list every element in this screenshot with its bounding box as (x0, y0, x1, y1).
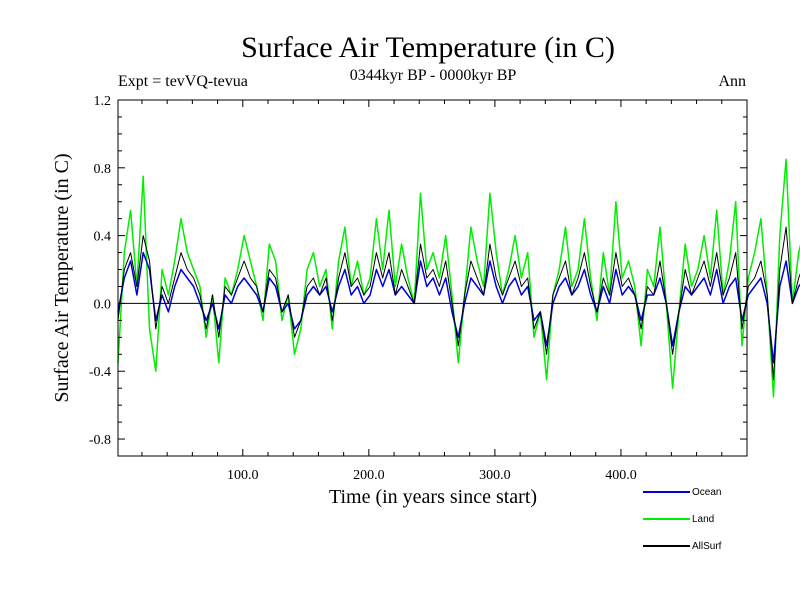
y-tick-label: 0.0 (94, 297, 112, 312)
legend-label-allsurf: AllSurf (692, 541, 722, 552)
plot-frame (117, 99, 748, 457)
y-axis-label: Surface Air Temperature (in C) (51, 153, 73, 402)
legend-label-ocean: Ocean (692, 487, 721, 498)
series-line-allsurf (117, 226, 800, 381)
chart-title: Surface Air Temperature (in C) (241, 31, 615, 64)
series-line-land (117, 158, 800, 398)
x-tick-label: 400.0 (605, 468, 637, 483)
y-tick-label: 0.8 (94, 162, 112, 177)
experiment-label: Expt = tevVQ-tevua (118, 73, 248, 90)
series-layer (117, 158, 800, 398)
period-label: 0344kyr BP - 0000kyr BP (350, 67, 517, 84)
y-tick-label: 1.2 (94, 94, 112, 109)
y-tick-label: -0.4 (89, 365, 111, 380)
x-tick-label: 200.0 (353, 468, 385, 483)
legend: Ocean Land AllSurf (643, 487, 722, 552)
x-axis-label: Time (in years since start) (329, 486, 537, 508)
x-tick-label: 100.0 (227, 468, 259, 483)
season-label: Ann (718, 73, 746, 90)
legend-label-land: Land (692, 514, 714, 525)
y-tick-label: 0.4 (94, 230, 112, 245)
y-axis: -0.8 -0.4 0.0 0.4 0.8 1.2 (89, 94, 747, 448)
x-tick-label: 300.0 (479, 468, 511, 483)
y-tick-label: -0.8 (89, 433, 111, 448)
x-axis: 100.0 200.0 300.0 400.0 (141, 100, 723, 483)
